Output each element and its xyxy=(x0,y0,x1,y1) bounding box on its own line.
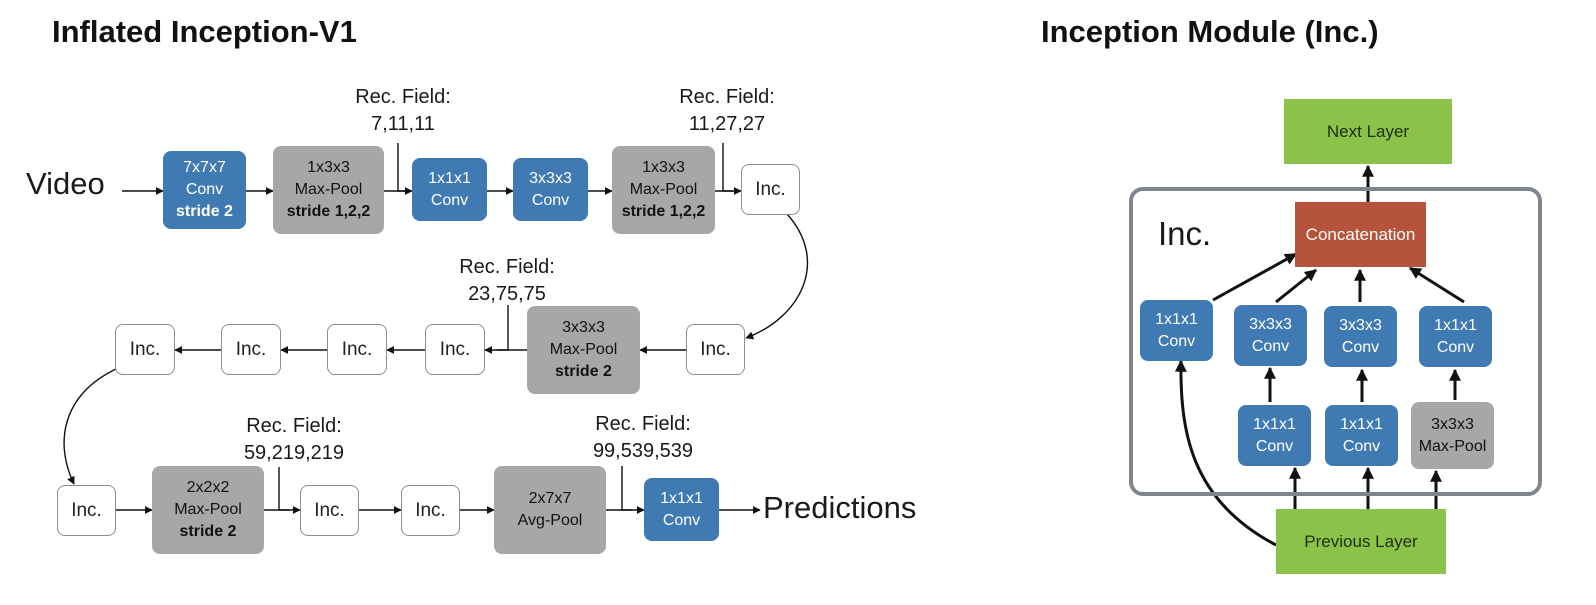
maxpool-1x3x3-block-2: 1x3x3 Max-Pool stride 1,2,2 xyxy=(612,146,715,234)
edge-inc-wrap-left xyxy=(63,367,119,485)
rec-field-2: Rec. Field: 11,27,27 xyxy=(672,84,782,138)
conv-1x1x1-final-block: 1x1x1 Conv xyxy=(644,478,719,541)
block-op: Conv xyxy=(1157,332,1196,350)
block-stride: stride 2 xyxy=(176,203,233,220)
block-kernel: 1x1x1 xyxy=(1155,310,1198,328)
block-op: Max-Pool xyxy=(294,181,363,198)
inc-block: Inc. xyxy=(401,485,460,536)
inc-block: Inc. xyxy=(300,485,359,536)
block-op: Conv xyxy=(1342,437,1381,455)
block-kernel: 1x1x1 xyxy=(660,489,703,507)
rf5-marker xyxy=(621,466,632,511)
rec-field-value: 7,11,11 xyxy=(371,113,435,135)
rec-field-5: Rec. Field: 99,539,539 xyxy=(582,411,704,465)
left-title: Inflated Inception-V1 xyxy=(52,14,357,49)
rf1-marker xyxy=(397,143,407,192)
block-op: Avg-Pool xyxy=(517,512,583,529)
inc-block: Inc. xyxy=(425,324,485,375)
edge-inc-wrap-right xyxy=(745,213,809,340)
conv-1x1x1-block: 1x1x1 Conv xyxy=(412,158,487,221)
inc-block: Inc. xyxy=(327,324,387,375)
maxpool-1x3x3-block: 1x3x3 Max-Pool stride 1,2,2 xyxy=(273,146,384,234)
rec-field-value: 99,539,539 xyxy=(592,440,694,462)
arrow-t2-concat xyxy=(1275,268,1317,304)
block-stride: stride 2 xyxy=(179,523,237,540)
block-stride: stride 1,2,2 xyxy=(286,203,371,220)
rf3-marker xyxy=(497,305,509,351)
block-kernel: 1x1x1 xyxy=(1434,316,1477,334)
inc-block: Inc. xyxy=(686,324,745,375)
block-kernel: 7x7x7 xyxy=(183,159,226,176)
block-op: Conv xyxy=(531,191,570,209)
module-label: Inc. xyxy=(1158,215,1212,252)
block-kernel: 3x3x3 xyxy=(562,319,605,336)
input-label: Video xyxy=(26,166,105,201)
conv-3x3x3-branch: 3x3x3 Conv xyxy=(1234,305,1307,366)
block-op: Conv xyxy=(1436,338,1475,356)
block-kernel: 3x3x3 xyxy=(1249,315,1292,333)
rec-field-value: 11,27,27 xyxy=(688,113,766,135)
conv-1x1x1-branch: 1x1x1 Conv xyxy=(1238,405,1311,466)
avgpool-2x7x7-block: 2x7x7 Avg-Pool xyxy=(494,466,606,554)
block-stride: stride 1,2,2 xyxy=(621,203,706,220)
block-kernel: 1x1x1 xyxy=(1340,415,1383,433)
conv-3x3x3-block: 3x3x3 Conv xyxy=(513,158,588,221)
block-stride: stride 2 xyxy=(555,363,612,380)
concatenation-block: Concatenation xyxy=(1295,202,1426,267)
block-op: Conv xyxy=(1251,337,1290,355)
block-op: Conv xyxy=(662,511,701,529)
conv-1x1x1-branch: 1x1x1 Conv xyxy=(1419,306,1492,367)
rec-field-label: Rec. Field: xyxy=(595,413,691,435)
block-kernel: 2x7x7 xyxy=(528,490,572,507)
rec-field-label: Rec. Field: xyxy=(679,86,775,108)
block-op: Conv xyxy=(430,191,469,209)
rec-field-label: Rec. Field: xyxy=(355,86,451,108)
maxpool-2x2x2-block: 2x2x2 Max-Pool stride 2 xyxy=(152,466,264,554)
inc-block: Inc. xyxy=(741,164,800,215)
conv-1x1x1-branch: 1x1x1 Conv xyxy=(1325,405,1398,466)
inc-block: Inc. xyxy=(221,324,281,375)
rec-field-label: Rec. Field: xyxy=(459,256,555,278)
block-kernel: 3x3x3 xyxy=(1431,415,1474,433)
rec-field-1: Rec. Field: 7,11,11 xyxy=(348,84,458,138)
rf4-marker xyxy=(278,467,289,511)
conv-7x7x7-block: 7x7x7 Conv stride 2 xyxy=(163,151,246,229)
arrow-t1-concat xyxy=(1212,252,1298,302)
conv-1x1x1-branch: 1x1x1 Conv xyxy=(1140,300,1213,361)
inc-block: Inc. xyxy=(57,485,116,536)
block-kernel: 1x1x1 xyxy=(428,169,471,187)
conv-3x3x3-branch: 3x3x3 Conv xyxy=(1324,306,1397,367)
inception-module-frame xyxy=(1129,187,1542,496)
block-kernel: 1x3x3 xyxy=(642,159,685,176)
block-kernel: 3x3x3 xyxy=(1339,316,1382,334)
inc-block: Inc. xyxy=(115,324,175,375)
block-kernel: 3x3x3 xyxy=(529,169,572,187)
block-op: Conv xyxy=(1255,437,1294,455)
rec-field-3: Rec. Field: 23,75,75 xyxy=(452,254,562,308)
rf2-marker xyxy=(722,143,733,192)
block-op: Max-Pool xyxy=(174,501,242,518)
block-op: Conv xyxy=(185,181,224,198)
block-op: Max-Pool xyxy=(1418,437,1487,455)
rec-field-4: Rec. Field: 59,219,219 xyxy=(234,413,354,467)
block-op: Conv xyxy=(1341,338,1380,356)
maxpool-3x3x3-branch: 3x3x3 Max-Pool xyxy=(1411,402,1494,469)
next-layer-block: Next Layer xyxy=(1284,99,1452,164)
block-kernel: 1x3x3 xyxy=(307,159,350,176)
previous-layer-block: Previous Layer xyxy=(1276,509,1446,574)
block-kernel: 1x1x1 xyxy=(1253,415,1296,433)
maxpool-3x3x3-block: 3x3x3 Max-Pool stride 2 xyxy=(527,306,640,394)
output-label: Predictions xyxy=(763,490,917,525)
block-op: Max-Pool xyxy=(629,181,698,198)
arrow-t4-concat xyxy=(1408,266,1465,304)
block-op: Max-Pool xyxy=(549,341,618,358)
right-title: Inception Module (Inc.) xyxy=(1041,14,1379,49)
arrow-prev-t1 xyxy=(1174,359,1277,547)
block-kernel: 2x2x2 xyxy=(186,479,230,496)
rec-field-value: 23,75,75 xyxy=(468,283,546,305)
rec-field-label: Rec. Field: xyxy=(246,415,342,437)
rec-field-value: 59,219,219 xyxy=(243,442,345,464)
